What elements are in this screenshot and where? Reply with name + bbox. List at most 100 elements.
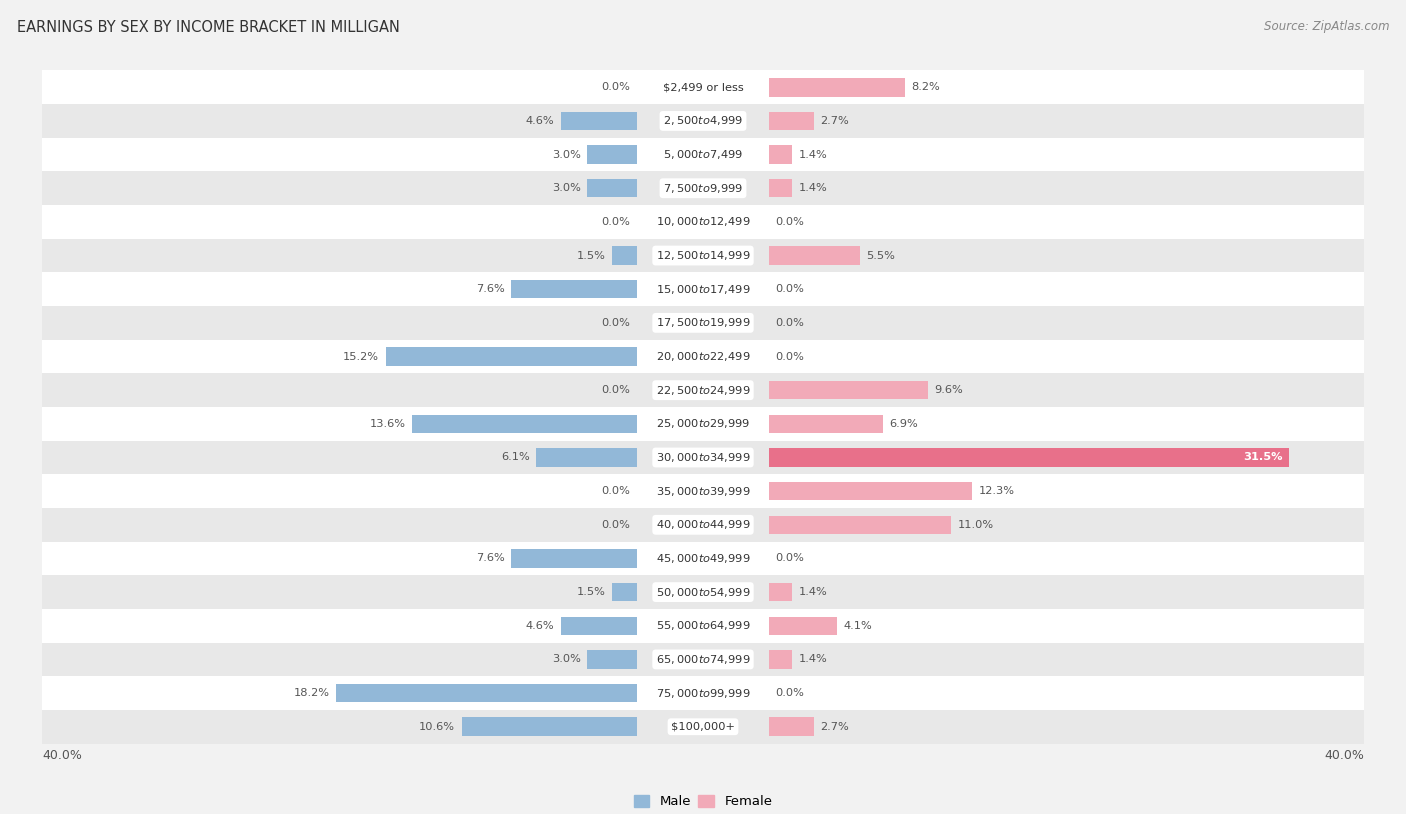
Text: 5.5%: 5.5% (866, 251, 896, 260)
Text: 0.0%: 0.0% (602, 385, 630, 395)
Bar (42, 642, 1364, 676)
Text: 1.4%: 1.4% (799, 150, 828, 160)
Bar (385, 348, 637, 365)
Text: 2.7%: 2.7% (820, 116, 849, 126)
Text: $17,500 to $19,999: $17,500 to $19,999 (655, 317, 751, 330)
Text: 0.0%: 0.0% (776, 284, 804, 294)
Bar (336, 684, 637, 702)
Text: $40,000 to $44,999: $40,000 to $44,999 (655, 519, 751, 532)
Bar (512, 280, 637, 299)
Text: 2.7%: 2.7% (820, 722, 849, 732)
Bar (42, 339, 1364, 374)
Bar (769, 179, 792, 198)
Text: $100,000+: $100,000+ (671, 722, 735, 732)
Text: $75,000 to $99,999: $75,000 to $99,999 (655, 686, 751, 699)
Bar (42, 374, 1364, 407)
Bar (461, 717, 637, 736)
Text: 7.6%: 7.6% (477, 554, 505, 563)
Text: 0.0%: 0.0% (602, 520, 630, 530)
Text: 1.5%: 1.5% (576, 587, 606, 597)
Bar (42, 407, 1364, 440)
Text: $20,000 to $22,499: $20,000 to $22,499 (655, 350, 751, 363)
Text: 4.6%: 4.6% (526, 116, 554, 126)
Text: 10.6%: 10.6% (419, 722, 456, 732)
Text: $25,000 to $29,999: $25,000 to $29,999 (655, 418, 751, 431)
Bar (769, 78, 904, 97)
Text: 0.0%: 0.0% (602, 486, 630, 497)
Text: $35,000 to $39,999: $35,000 to $39,999 (655, 484, 751, 497)
Text: 0.0%: 0.0% (602, 317, 630, 328)
Text: $15,000 to $17,499: $15,000 to $17,499 (655, 282, 751, 295)
Bar (769, 414, 883, 433)
Text: 0.0%: 0.0% (776, 217, 804, 227)
Bar (588, 179, 637, 198)
Bar (769, 381, 928, 400)
Text: 18.2%: 18.2% (294, 688, 329, 698)
Bar (769, 482, 973, 501)
Bar (42, 239, 1364, 273)
Text: 4.6%: 4.6% (526, 621, 554, 631)
Text: 12.3%: 12.3% (979, 486, 1015, 497)
Text: 31.5%: 31.5% (1243, 453, 1282, 462)
Text: 40.0%: 40.0% (1324, 749, 1364, 762)
Bar (42, 205, 1364, 239)
Text: $22,500 to $24,999: $22,500 to $24,999 (655, 383, 751, 396)
Text: 6.9%: 6.9% (890, 419, 918, 429)
Text: 8.2%: 8.2% (911, 82, 939, 92)
Bar (42, 609, 1364, 642)
Bar (769, 515, 950, 534)
Bar (42, 306, 1364, 339)
Text: $45,000 to $49,999: $45,000 to $49,999 (655, 552, 751, 565)
Text: $55,000 to $64,999: $55,000 to $64,999 (655, 619, 751, 632)
Bar (42, 440, 1364, 475)
Text: $50,000 to $54,999: $50,000 to $54,999 (655, 585, 751, 598)
Bar (612, 583, 637, 602)
Text: EARNINGS BY SEX BY INCOME BRACKET IN MILLIGAN: EARNINGS BY SEX BY INCOME BRACKET IN MIL… (17, 20, 399, 35)
Bar (42, 273, 1364, 306)
Text: 0.0%: 0.0% (602, 82, 630, 92)
Bar (588, 650, 637, 668)
Bar (561, 112, 637, 130)
Text: $7,500 to $9,999: $7,500 to $9,999 (664, 182, 742, 195)
Text: $2,499 or less: $2,499 or less (662, 82, 744, 92)
Text: 3.0%: 3.0% (553, 183, 581, 193)
Text: $10,000 to $12,499: $10,000 to $12,499 (655, 216, 751, 229)
Text: $2,500 to $4,999: $2,500 to $4,999 (664, 115, 742, 128)
Text: 11.0%: 11.0% (957, 520, 994, 530)
Bar (536, 449, 637, 466)
Bar (42, 104, 1364, 138)
Bar (769, 616, 837, 635)
Bar (412, 414, 637, 433)
Text: 0.0%: 0.0% (776, 554, 804, 563)
Bar (588, 146, 637, 164)
Text: Source: ZipAtlas.com: Source: ZipAtlas.com (1264, 20, 1389, 33)
Text: $5,000 to $7,499: $5,000 to $7,499 (664, 148, 742, 161)
Text: 1.4%: 1.4% (799, 654, 828, 664)
Bar (561, 616, 637, 635)
Bar (42, 475, 1364, 508)
Bar (42, 676, 1364, 710)
Text: 0.0%: 0.0% (776, 352, 804, 361)
Legend: Male, Female: Male, Female (628, 790, 778, 813)
Text: 3.0%: 3.0% (553, 150, 581, 160)
Bar (42, 138, 1364, 172)
Text: $30,000 to $34,999: $30,000 to $34,999 (655, 451, 751, 464)
Bar (512, 549, 637, 567)
Bar (769, 247, 860, 265)
Bar (769, 112, 814, 130)
Bar (42, 575, 1364, 609)
Text: $65,000 to $74,999: $65,000 to $74,999 (655, 653, 751, 666)
Bar (769, 449, 1289, 466)
Bar (769, 583, 792, 602)
Text: 1.4%: 1.4% (799, 587, 828, 597)
Text: 0.0%: 0.0% (602, 217, 630, 227)
Text: 4.1%: 4.1% (844, 621, 872, 631)
Bar (42, 541, 1364, 575)
Bar (769, 650, 792, 668)
Bar (769, 717, 814, 736)
Text: 1.5%: 1.5% (576, 251, 606, 260)
Bar (769, 146, 792, 164)
Bar (42, 172, 1364, 205)
Text: 40.0%: 40.0% (42, 749, 82, 762)
Bar (42, 71, 1364, 104)
